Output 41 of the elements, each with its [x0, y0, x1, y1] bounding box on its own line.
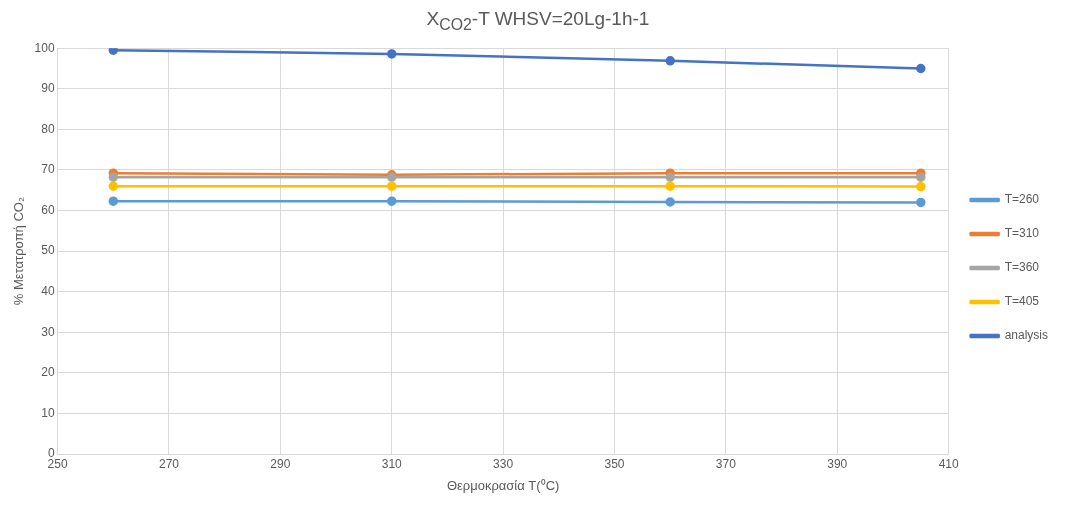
x-tick-label: 370 — [715, 456, 737, 471]
point — [108, 196, 119, 206]
x-axis-title: Θερμοκρασία T(⁰C) — [446, 477, 560, 493]
point — [665, 55, 675, 66]
point — [665, 197, 675, 207]
y-tick-label: 20 — [41, 364, 55, 379]
x-tick-label: 410 — [938, 456, 959, 471]
y-tick-label: 100 — [34, 40, 55, 55]
x-tick-label: 310 — [381, 456, 403, 471]
y-tick-label: 30 — [41, 324, 55, 339]
y-axis-title: % Μετατροπή CO₂ — [11, 196, 27, 305]
legend-label: analysis — [1004, 328, 1049, 343]
point — [387, 196, 397, 206]
x-tick-label: 350 — [604, 456, 625, 471]
y-tick-label: 60 — [41, 202, 55, 217]
point — [916, 172, 926, 182]
legend-label: T=260 — [1004, 192, 1040, 207]
y-tick-label: 50 — [41, 243, 55, 258]
y-tick-label: 80 — [41, 121, 55, 136]
x-tick-label: 330 — [493, 456, 514, 471]
legend-label: T=310 — [1004, 226, 1040, 241]
x-tick-label: 250 — [47, 456, 68, 471]
legend-label: T=360 — [1004, 260, 1040, 275]
point — [665, 172, 675, 182]
legend-label: T=405 — [1004, 294, 1040, 309]
point — [387, 48, 397, 59]
y-tick-label: 70 — [41, 162, 55, 177]
x-tick-label: 270 — [158, 456, 180, 471]
y-tick-label: 90 — [41, 80, 55, 95]
point — [916, 181, 926, 192]
chart-title: X$_{CO2}$-T WHSV=20Lg-1h-1 — [425, 8, 651, 34]
y-tick-label: 40 — [41, 283, 55, 298]
x-tick-label: 290 — [270, 456, 291, 471]
y-tick-label: 10 — [41, 405, 55, 420]
point — [916, 197, 926, 207]
point — [665, 181, 675, 191]
point — [916, 63, 926, 74]
point — [387, 181, 397, 191]
point — [108, 172, 119, 182]
x-tick-label: 390 — [827, 456, 848, 471]
point — [108, 181, 119, 191]
